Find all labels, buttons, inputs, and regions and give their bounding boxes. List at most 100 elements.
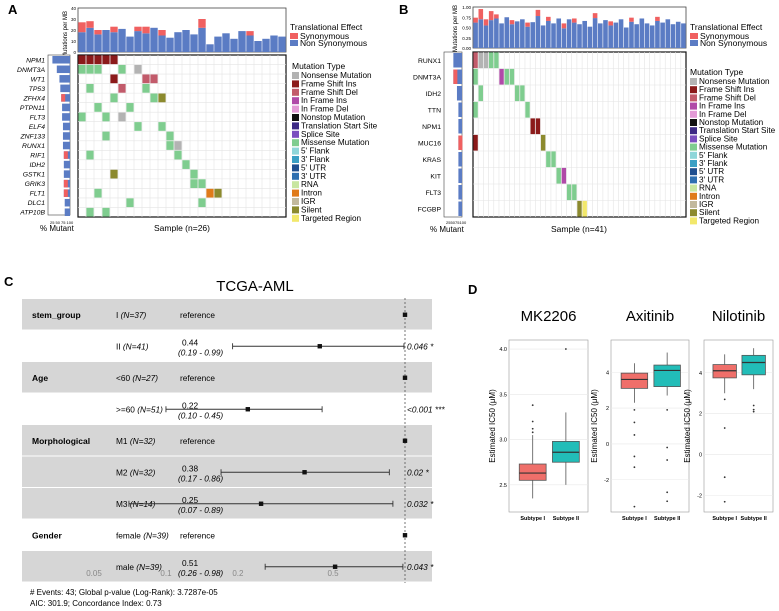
synonymous-bar: [655, 16, 660, 21]
forest-level-label: female (N=39): [116, 530, 169, 540]
gene-label: PTPN11: [20, 105, 45, 112]
legend-swatch: [690, 160, 697, 167]
gene-label: TTN: [428, 107, 441, 114]
panel-b-left-bars: [453, 53, 463, 216]
left-tick-label: 50: [451, 220, 456, 225]
percent-mutant-bar: [61, 94, 70, 102]
nonsynonymous-bar: [86, 27, 94, 52]
boxplot-y-tick: 4.0: [499, 347, 507, 353]
nonsynonymous-bar: [504, 17, 510, 48]
top-tick-label: 0.75: [462, 15, 471, 20]
panel-a-effect-nonsyn: Non Synonymous: [300, 38, 367, 48]
nonsynonymous-bar: [238, 31, 246, 52]
boxplot-outlier: [666, 459, 669, 461]
mutation-cell: [126, 103, 134, 112]
nonsynonymous-bar: [551, 23, 556, 48]
legend-label: In Frame Ins: [699, 102, 745, 111]
nonsynonymous-bar: [530, 22, 536, 48]
panel-b: Mutations per MB 0.00 0.25 0.50 0.75 1.00 Tr…: [413, 5, 776, 234]
nonsynonymous-bar: [499, 23, 504, 48]
boxplot-y-tick: -2: [697, 494, 702, 500]
panel-b-gene-labels: RUNX1 DNMT3A IDH2 TTN NPM1 MUC16 KRAS KIT FLT3 FC…: [413, 58, 441, 214]
top-tick-label: 40: [71, 6, 77, 11]
panel-a-top-ylabel: Mutations per MB: [63, 11, 69, 58]
percent-mutant-bar: [62, 122, 70, 131]
nonsynonymous-bar: [222, 33, 230, 52]
nonsynonymous-bar: [102, 30, 110, 52]
mutation-cell: [174, 150, 182, 160]
boxplot-outlier: [752, 410, 755, 413]
boxplot-panel: MK2206 2.5 3.0 3.5 4.0 Estimated IC50 (μM) Sub…: [488, 308, 589, 522]
synonymous-bar: [608, 21, 613, 26]
nonsynonymous-bar: [150, 27, 158, 52]
nonsynonymous-bar: [142, 33, 150, 52]
legend-label: 3' UTR: [301, 172, 326, 181]
legend-swatch: [292, 122, 299, 130]
forest-n-label: (N=51): [137, 404, 163, 414]
boxplot-panel: Nilotinib -2 0 2 4 Estimated IC50 (μM) Subtype…: [683, 308, 774, 522]
gene-label: DNMT3A: [413, 74, 441, 81]
synonymous-bar: [134, 26, 142, 32]
gene-label: RUNX1: [418, 58, 441, 65]
percent-mutant-bar: [458, 201, 462, 216]
left-tick-label: 100: [67, 220, 74, 225]
percent-mutant-bar: [59, 75, 70, 83]
mutation-cell: [134, 122, 142, 131]
legend-swatch: [292, 114, 299, 121]
boxplot-outlier: [633, 421, 636, 424]
forest-level-label: >=60 (N=51): [116, 404, 163, 414]
forest-estimate: 0.44: [182, 337, 199, 347]
boxplot-outlier: [723, 476, 726, 479]
legend-label: IGR: [301, 197, 316, 206]
panel-a-effect-title: Translational Effect: [290, 22, 363, 32]
gene-label: WT1: [31, 76, 46, 83]
forest-ci: (0.26 - 0.98): [178, 568, 223, 578]
nonsynonymous-bar: [206, 44, 214, 52]
forest-x-tick: 0.1: [160, 569, 172, 578]
panel-label-a: A: [8, 2, 18, 17]
left-tick-label: 75: [455, 220, 460, 225]
percent-synonymous-bar: [61, 94, 66, 102]
boxplot-x-tick: Subtype II: [654, 516, 681, 522]
legend-swatch: [292, 214, 299, 222]
boxplot-box: [518, 463, 547, 481]
forest-estimate: 0.25: [182, 495, 199, 505]
legend-swatch: [690, 201, 697, 208]
forest-estimate: reference: [180, 373, 215, 383]
nonsynonymous-bar: [514, 21, 520, 48]
gene-label: DLC1: [28, 200, 46, 207]
mutation-cell: [86, 83, 94, 93]
boxplot-ylabel: Estimated IC50 (μM): [683, 389, 692, 463]
mutation-cell: [509, 68, 515, 85]
left-tick-label: 25: [446, 220, 451, 225]
mutation-cell: [158, 122, 166, 131]
legend-swatch: [292, 198, 299, 205]
nonsynonymous-bar: [78, 32, 86, 52]
nonsynonymous-bar: [613, 22, 619, 48]
synonymous-bar: [592, 13, 598, 19]
nonsynonymous-bar: [577, 24, 582, 48]
panel-b-effect-title: Translational Effect: [690, 22, 763, 32]
mutation-cell: [86, 55, 94, 65]
nonsynonymous-bar: [198, 27, 206, 52]
forest-p-value: 0.043 *: [407, 562, 434, 572]
synonymous-bar: [246, 31, 254, 36]
forest-n-label: (N=39): [143, 530, 169, 540]
forest-estimate: reference: [180, 310, 215, 320]
panel-d-boxplots: MK2206 2.5 3.0 3.5 4.0 Estimated IC50 (μM) Sub…: [488, 308, 774, 522]
forest-point: [302, 470, 307, 475]
legend-swatch: [292, 181, 299, 189]
left-tick-label: 75: [61, 220, 66, 225]
legend-label: Nonstop Mutation: [699, 118, 764, 127]
percent-synonymous-bar: [453, 69, 458, 84]
boxplot-title: MK2206: [521, 308, 577, 325]
legend-swatch: [292, 206, 299, 214]
mutation-cell: [530, 118, 535, 135]
forest-n-label: (N=39): [136, 562, 162, 572]
forest-level-label: M2 (N=32): [116, 467, 156, 477]
synonymous-bar: [525, 22, 530, 27]
mutation-cell: [94, 103, 102, 112]
legend-label: Nonstop Mutation: [301, 113, 366, 122]
